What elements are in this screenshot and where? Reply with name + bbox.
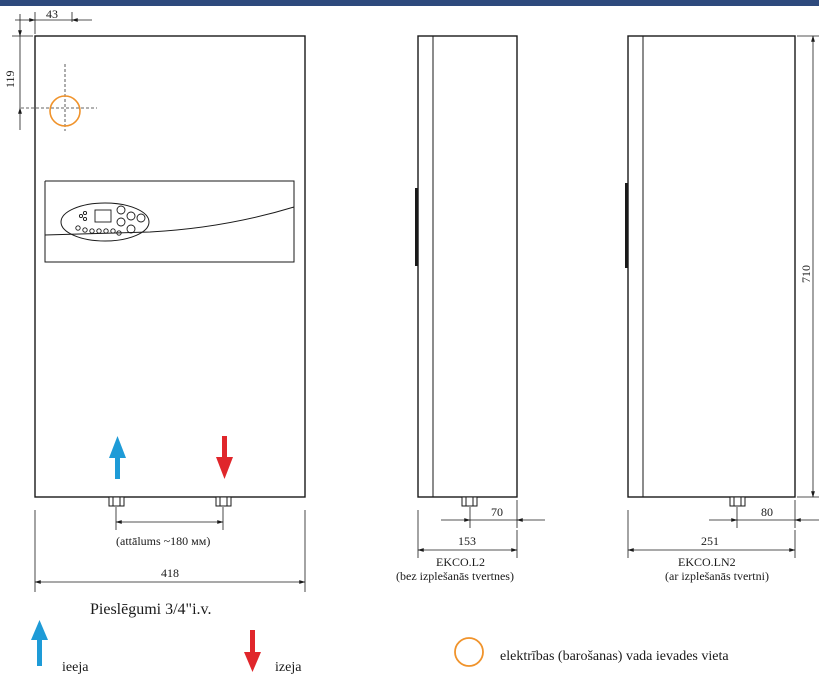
dim-119: 119 — [3, 14, 33, 130]
power-entry-marker — [49, 95, 81, 127]
dim-43: 43 — [15, 7, 92, 34]
ln2-body — [627, 35, 796, 498]
l2-model: EKCO.L2 — [436, 555, 485, 569]
legend-power-entry-label: elektrības (barošanas) vada ievades viet… — [500, 649, 729, 664]
dim-80-label: 80 — [761, 505, 773, 519]
dim-418-label: 418 — [161, 566, 179, 580]
legend-outlet-label: izeja — [275, 660, 302, 675]
front-view: 43 119 (attālums ~180 мм) 418 Pieslēgumi… — [3, 7, 306, 618]
side-view-l2: 70 153 EKCO.L2 (bez izplešanās tvertnes) — [396, 35, 545, 583]
dim-418: 418 — [34, 510, 306, 592]
front-body — [34, 35, 306, 498]
dim-251-label: 251 — [701, 534, 719, 548]
dim-119-label: 119 — [3, 70, 17, 88]
top-bar — [0, 0, 819, 6]
outlet-arrow-icon — [216, 436, 233, 479]
legend-outlet-arrow-icon — [244, 630, 261, 672]
control-buttons — [75, 205, 146, 236]
control-panel — [44, 180, 295, 263]
pipe-stubs — [108, 496, 232, 507]
spacing-note: (attālums ~180 мм) — [116, 534, 210, 548]
side-view-ln2: 710 80 251 EKCO.LN2 (ar izplešanās tvert… — [625, 35, 819, 583]
l2-body — [417, 35, 518, 498]
legend: ieeja izeja elektrības (barošanas) vada … — [31, 620, 729, 675]
legend-inlet-arrow-icon — [31, 620, 48, 666]
dim-spacing: (attālums ~180 мм) — [115, 507, 224, 548]
dim-43-label: 43 — [46, 7, 58, 21]
dim-710-label: 710 — [799, 265, 813, 283]
display-screen — [94, 209, 112, 223]
dim-153-label: 153 — [458, 534, 476, 548]
dim-70-label: 70 — [491, 505, 503, 519]
ln2-model: EKCO.LN2 — [678, 555, 736, 569]
l2-note: (bez izplešanās tvertnes) — [396, 569, 514, 583]
legend-power-entry-icon — [454, 637, 484, 667]
ln2-note: (ar izplešanās tvertni) — [665, 569, 769, 583]
connections-caption: Pieslēgumi 3/4"i.v. — [90, 601, 212, 618]
control-oval — [60, 202, 150, 242]
inlet-arrow-icon — [109, 436, 126, 479]
legend-inlet-label: ieeja — [62, 660, 89, 675]
